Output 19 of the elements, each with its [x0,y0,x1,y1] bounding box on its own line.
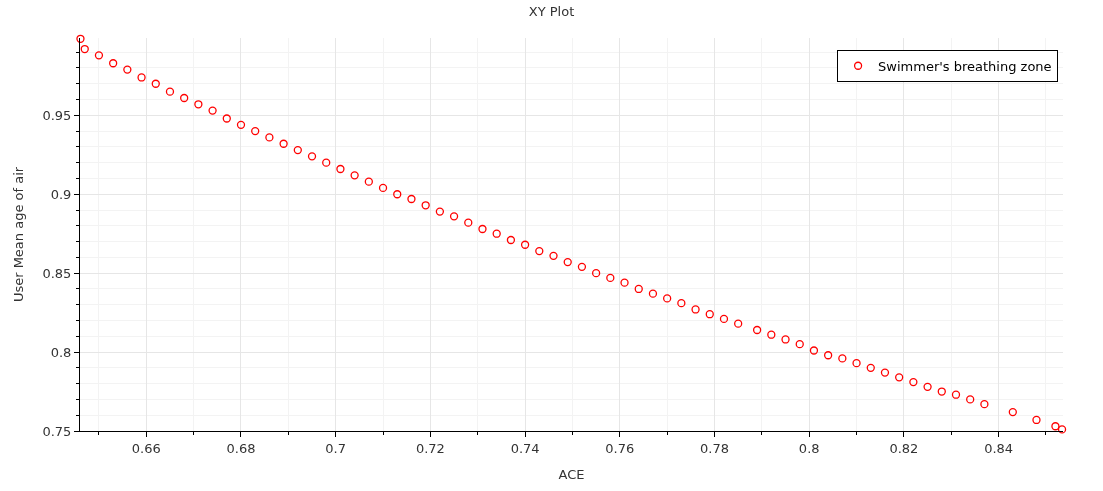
x-tick-label: 0.72 [415,440,445,456]
x-tick-label: 0.78 [700,440,729,456]
y-tick-label: 0.8 [50,344,72,360]
chart-title: XY Plot [528,4,575,20]
x-tick-label: 0.76 [605,440,635,456]
x-axis-title: ACE [558,467,585,483]
x-tick-label: 0.7 [325,440,347,456]
y-tick-label: 0.85 [42,265,72,281]
x-tick-label: 0.84 [984,440,1014,456]
x-tick-label: 0.68 [226,440,256,456]
y-tick-label: 0.95 [42,107,72,123]
x-tick-label: 0.82 [889,440,919,456]
legend-label: Swimmer's breathing zone [878,58,1052,74]
y-tick-label: 0.75 [42,423,72,439]
y-axis-title: User Mean age of air [11,166,27,303]
x-tick-label: 0.74 [510,440,540,456]
y-tick-label: 0.9 [50,186,72,202]
x-tick-label: 0.66 [131,440,161,456]
x-tick-label: 0.8 [798,440,820,456]
